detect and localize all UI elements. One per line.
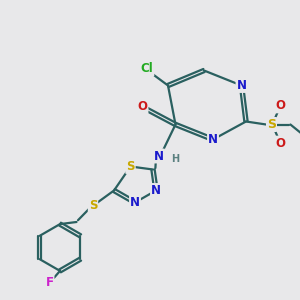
- Text: N: N: [236, 79, 247, 92]
- Text: S: S: [89, 199, 97, 212]
- Text: N: N: [208, 133, 218, 146]
- Text: Cl: Cl: [141, 62, 153, 76]
- Text: N: N: [130, 196, 140, 209]
- Text: O: O: [137, 100, 148, 113]
- Text: N: N: [151, 184, 161, 197]
- Text: N: N: [154, 149, 164, 163]
- Text: H: H: [171, 154, 180, 164]
- Text: O: O: [275, 99, 286, 112]
- Text: O: O: [275, 136, 286, 150]
- Text: S: S: [267, 118, 276, 131]
- Text: F: F: [46, 276, 53, 289]
- Text: S: S: [126, 160, 135, 173]
